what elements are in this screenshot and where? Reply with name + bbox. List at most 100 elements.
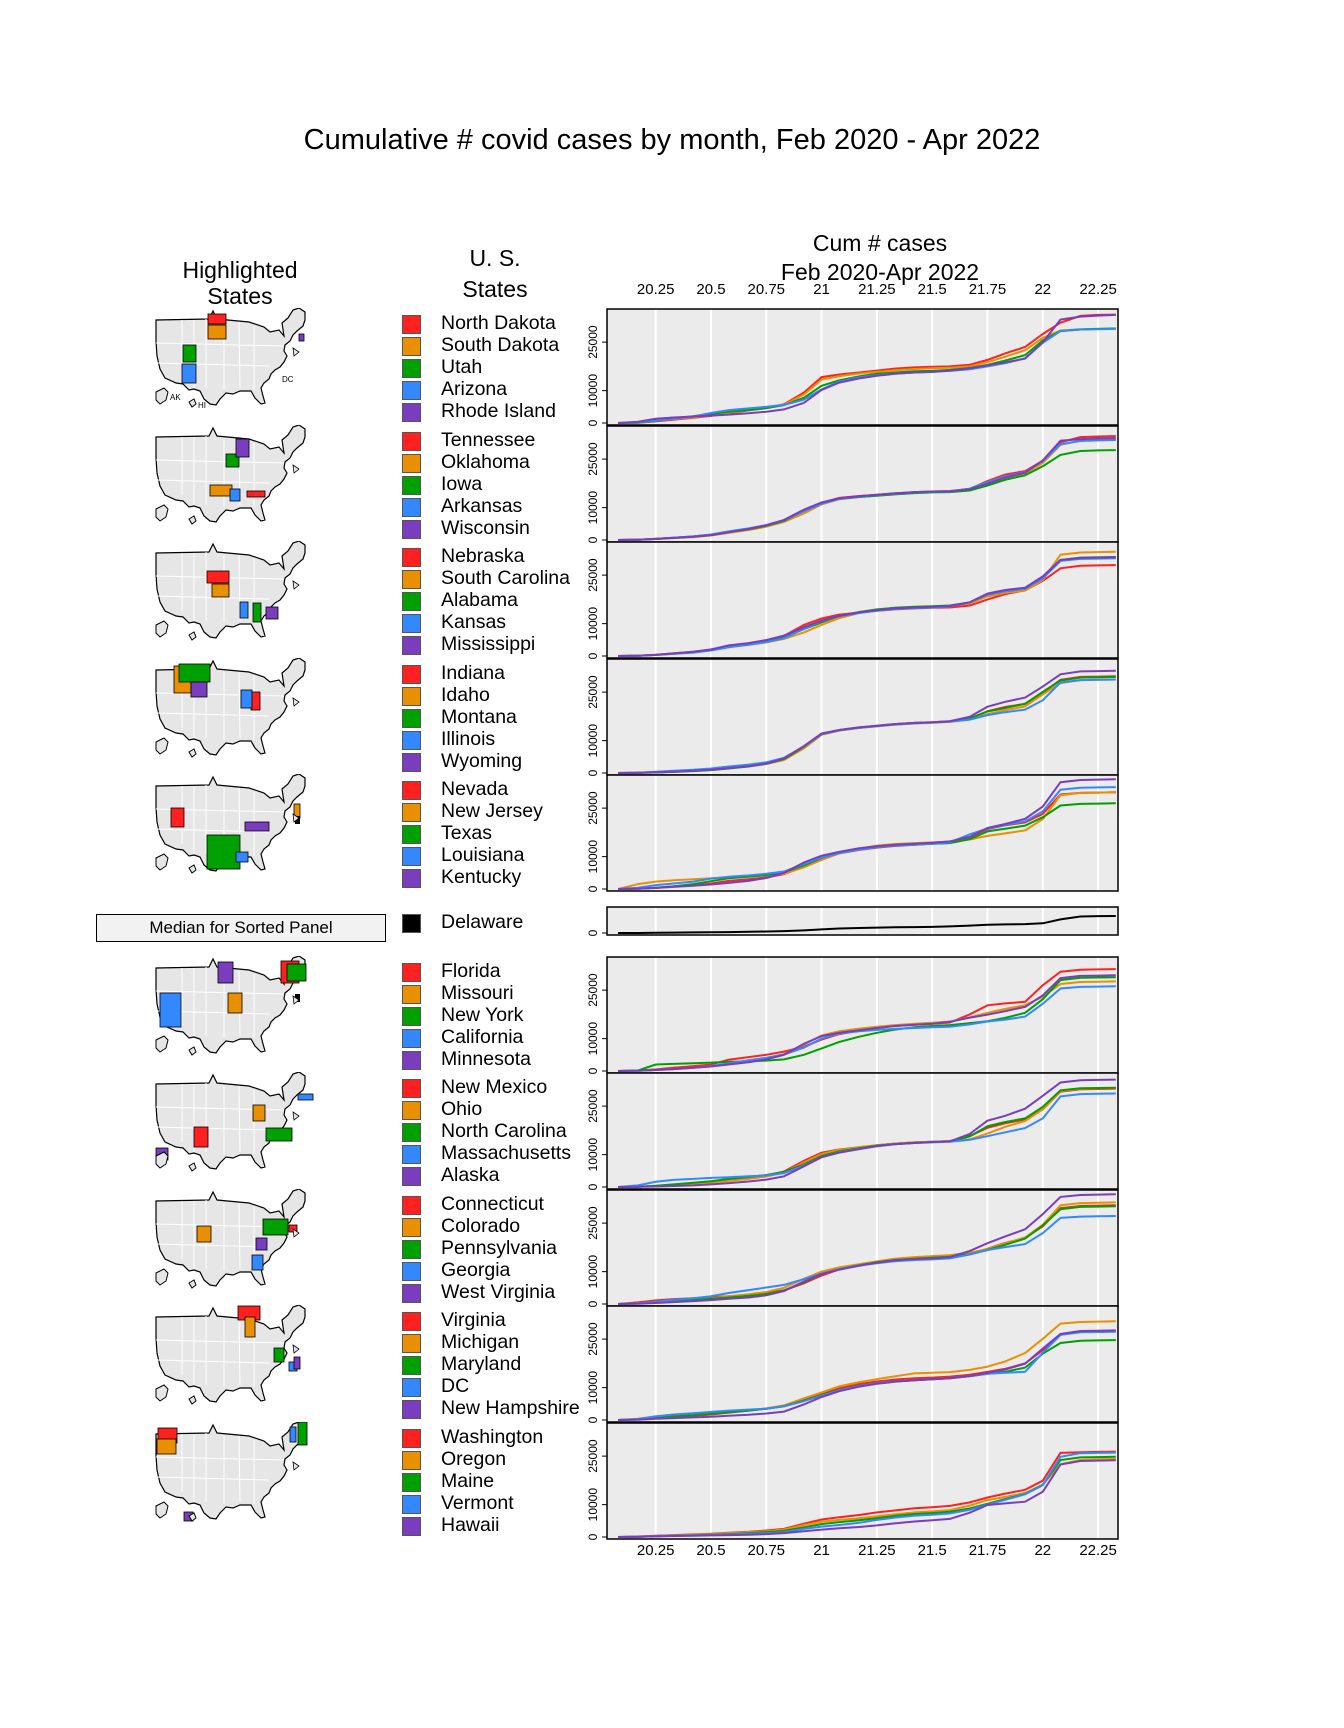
hawaii-shape [188,398,197,408]
panel-background [607,426,1118,542]
legend-state-name: Mississippi [441,633,536,655]
y-tick-label: 0 [586,769,600,776]
x-tick-label-bottom-21.5: 21.5 [918,1542,947,1559]
highlighted-state-shape [240,689,253,709]
series-line-alaska [618,1078,1116,1188]
legend-swatch [402,1473,421,1492]
highlighted-state-shape [196,1225,212,1243]
map-label-ak: AK [170,393,181,402]
highlighted-state-shape [229,488,241,502]
cum-header-line1: Cum # cases [812,230,948,256]
east-coast-inset [292,697,300,707]
panel-background [607,1190,1118,1306]
panel-frame [606,1305,1119,1423]
state-map-5 [155,956,307,1056]
legend-state-name: Pennsylvania [441,1237,557,1259]
legend-swatch [402,1334,421,1353]
panel-background [607,907,1118,935]
highlighted-state-shape [159,992,182,1028]
legend-swatch [402,1196,421,1215]
y-tick-label: 0 [586,1533,600,1540]
x-tick-label-top-20.25: 20.25 [637,281,675,298]
legend-swatch [402,803,421,822]
highlighted-state-shape [235,851,249,863]
highlighted-header-line1: Highlighted [182,257,298,283]
y-tick-label: 10000 [586,1138,600,1172]
legend-swatch [402,687,421,706]
panel-background [607,775,1118,891]
highlighted-state-shape [227,992,243,1014]
legend-state-name: Ohio [441,1098,483,1120]
us-header-line2: States [462,276,528,302]
series-line-hawaii [618,1459,1116,1538]
east-coast-inset [292,464,300,474]
legend-state-name: California [441,1026,524,1048]
y-tick-label: 0 [586,419,600,426]
highlighted-state-shape [182,344,197,363]
east-coast-inset [292,1344,300,1354]
us-header-line1: U. S. [469,245,521,271]
highlighted-state-shape [289,1426,297,1443]
legend-state-name: Oregon [441,1448,507,1470]
highlighted-state-shape [252,602,262,623]
state-map-1 [155,425,306,525]
panel-frame [606,541,1119,659]
alaska-shape [155,1151,169,1169]
series-line-wyoming [618,669,1116,774]
chart-panel-7: 0 10000 25000 [586,1189,1119,1307]
east-coast-inset [292,580,300,590]
x-tick-label-top-22: 22 [1034,281,1051,298]
legend-swatch [402,985,421,1004]
x-tick-label-bottom-20.5: 20.5 [696,1542,725,1559]
cum-cases-header: Cum # cases Feb 2020-Apr 2022 [730,229,1030,287]
legend-state-name: South Carolina [441,567,570,589]
state-map-8 [155,1305,306,1405]
legend-state-name: Washington [441,1426,544,1448]
legend-swatch [402,432,421,451]
alaska-shape [155,504,169,522]
chart-panel-1: 0 10000 25000 [586,425,1119,543]
legend-state-name: Montana [441,706,517,728]
legend-swatch [402,381,421,400]
median-panel-label: Median for Sorted Panel [96,914,386,942]
y-tick-label: 10000 [586,1022,600,1056]
legend-state-name: Texas [441,822,492,844]
chart-panel-5: 0 10000 25000 [586,956,1119,1074]
legend-swatch [402,476,421,495]
delaware-shape [295,994,300,1002]
y-tick-label: 0 [586,1416,600,1423]
legend-state-name: Georgia [441,1259,511,1281]
chart-panel-2: 0 10000 25000 [586,541,1119,659]
east-coast-inset [292,813,300,823]
highlighted-state-shape [207,324,227,340]
chart-panel-3: 0 10000 25000 [586,658,1119,776]
series-line-new-york [618,976,1116,1072]
x-tick-label-top-20.5: 20.5 [696,281,725,298]
highlighted-state-shape [297,1422,308,1446]
y-tick-label: 0 [586,1183,600,1190]
chart-panel-9: 0 10000 25000 [586,1422,1119,1540]
legend-swatch [402,570,421,589]
legend-swatch [402,359,421,378]
legend-state-name: New Mexico [441,1076,548,1098]
highlighted-state-shape [239,601,249,619]
legend-state-name: Kentucky [441,866,522,888]
highlighted-states-header: Highlighted States [140,257,340,309]
x-tick-label-bottom-22.25: 22.25 [1079,1542,1117,1559]
x-tick-label-top-21.25: 21.25 [858,281,896,298]
hawaii-shape [188,1279,197,1289]
east-coast-inset [292,1228,300,1238]
legend-swatch [402,454,421,473]
legend-state-name: Kansas [441,611,507,633]
x-tick-label-top-20.75: 20.75 [747,281,785,298]
y-tick-label: 0 [586,652,600,659]
legend-swatch [402,520,421,539]
x-tick-label-top-21.75: 21.75 [969,281,1007,298]
legend-swatch [402,1262,421,1281]
highlighted-state-shape [244,1316,256,1338]
state-map-0: AK HI DC [155,308,306,410]
legend-swatch [402,1495,421,1514]
legend-state-name: Nevada [441,778,509,800]
x-tick-label-bottom-21.25: 21.25 [858,1542,896,1559]
y-tick-label: 25000 [586,1439,600,1473]
